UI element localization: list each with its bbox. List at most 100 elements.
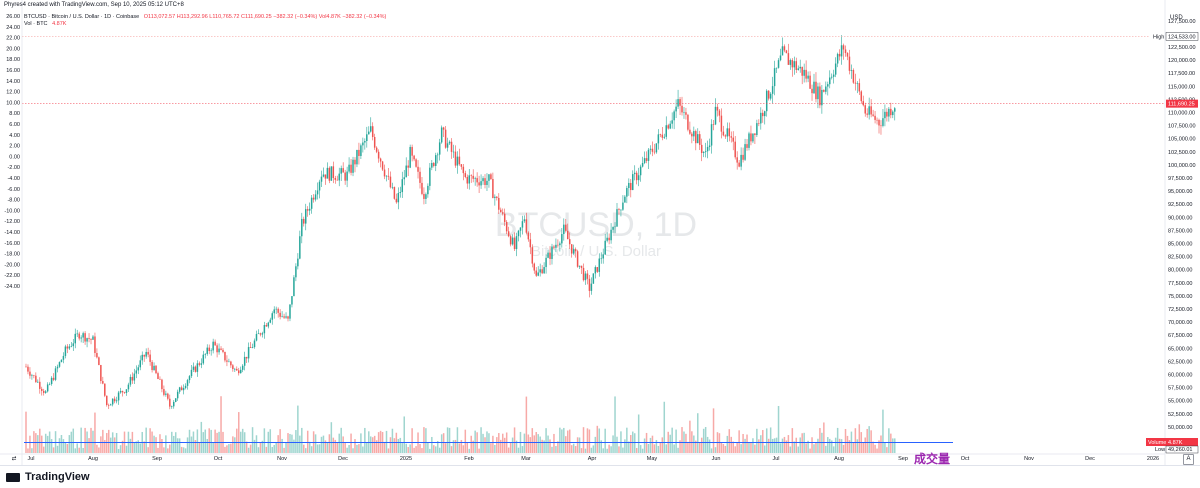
candle-body bbox=[787, 53, 790, 65]
candle-body bbox=[387, 175, 390, 177]
left-tick-label: -14.00 bbox=[4, 230, 20, 236]
candle-body bbox=[874, 115, 876, 120]
right-price-axis[interactable]: 127,500.00 122,500.00 120,000.00 117,500.00… bbox=[1164, 0, 1196, 465]
candle-body bbox=[472, 175, 474, 179]
candle-body bbox=[377, 151, 380, 159]
volume-bar bbox=[815, 442, 817, 453]
candle-body bbox=[744, 144, 746, 160]
candle-body bbox=[241, 365, 244, 370]
volume-bar bbox=[338, 433, 340, 453]
volume-bar bbox=[332, 437, 335, 453]
volume-bar bbox=[403, 416, 405, 453]
volume-bar bbox=[133, 442, 136, 453]
volume-bar bbox=[647, 443, 650, 453]
candle-body bbox=[805, 69, 807, 79]
left-percent-axis: 26.00 24.00 22.00 20.00 18.00 16.00 14.00 12.00… bbox=[4, 0, 23, 465]
volume-bar bbox=[212, 442, 214, 453]
volume-bar bbox=[429, 448, 431, 453]
candle-body bbox=[131, 376, 134, 381]
volume-legend[interactable]: Vol · BTC 4.87K bbox=[24, 21, 66, 27]
volume-bar bbox=[659, 442, 662, 453]
candle-body bbox=[82, 333, 84, 338]
candle-body bbox=[789, 60, 792, 65]
candle-body bbox=[139, 360, 142, 368]
time-tick-label: Dec bbox=[1085, 456, 1095, 462]
volume-bar bbox=[637, 414, 640, 453]
candle-body bbox=[691, 133, 693, 137]
candle-body bbox=[714, 106, 717, 125]
volume-bar bbox=[29, 435, 31, 453]
candle-body bbox=[117, 392, 120, 401]
candle-body bbox=[456, 156, 459, 166]
candle-body bbox=[523, 219, 526, 222]
candle-body bbox=[856, 83, 859, 84]
candle-body bbox=[830, 76, 833, 78]
volume-bar bbox=[129, 438, 132, 453]
volume-bar bbox=[391, 428, 394, 453]
candle-body bbox=[405, 165, 407, 178]
volume-bar bbox=[570, 445, 573, 453]
right-tick-label: 127,500.00 bbox=[1168, 19, 1196, 25]
right-tick-label: 57,500.00 bbox=[1168, 386, 1192, 392]
candle-body bbox=[870, 106, 872, 115]
candle-body bbox=[285, 316, 287, 318]
candle-body bbox=[401, 179, 404, 193]
candle-body bbox=[352, 159, 354, 173]
candle-body bbox=[86, 338, 88, 342]
candle-body bbox=[121, 390, 124, 393]
right-tick-label: 95,000.00 bbox=[1168, 189, 1192, 195]
candle-body bbox=[752, 133, 754, 142]
candle-body bbox=[334, 178, 337, 180]
volume-bar bbox=[805, 443, 807, 453]
auto-scale-icon[interactable]: A bbox=[1183, 454, 1194, 465]
time-tick-label: Sep bbox=[898, 456, 908, 462]
candle-body bbox=[273, 309, 275, 314]
time-tick-label: Feb bbox=[464, 456, 473, 462]
volume-bar bbox=[596, 425, 599, 453]
symbol-legend[interactable]: BTCUSD · Bitcoin / U.S. Dollar · 1D · Co… bbox=[24, 14, 386, 20]
candle-body bbox=[267, 322, 270, 327]
candle-body bbox=[391, 187, 394, 188]
candle-body bbox=[163, 389, 165, 395]
volume-bar bbox=[236, 428, 238, 453]
time-axis[interactable]: Jul Aug Sep Oct Nov Dec 2025 Feb Mar Apr May Jun Jul… bbox=[0, 453, 1165, 462]
candle-body bbox=[584, 273, 587, 281]
volume-bar bbox=[436, 441, 439, 453]
volume-bar bbox=[537, 434, 539, 453]
volume-bar bbox=[200, 421, 203, 453]
candle-body bbox=[222, 349, 224, 352]
volume-bar bbox=[161, 438, 163, 453]
candle-body bbox=[793, 61, 796, 68]
volume-bar bbox=[872, 441, 874, 453]
candle-body bbox=[368, 131, 370, 135]
volume-bar bbox=[413, 447, 415, 453]
time-tick-label: Nov bbox=[1024, 456, 1034, 462]
volume-bar bbox=[813, 444, 815, 453]
volume-bar bbox=[685, 433, 687, 453]
volume-bar bbox=[90, 427, 92, 453]
volume-bar bbox=[590, 447, 593, 453]
candle-body bbox=[854, 82, 857, 84]
candle-body bbox=[539, 269, 541, 273]
volume-bar bbox=[462, 445, 465, 453]
volume-bar bbox=[649, 437, 652, 453]
volume-bar bbox=[308, 441, 311, 453]
candle-body bbox=[208, 347, 210, 352]
candle-body bbox=[541, 269, 543, 274]
left-tick-label: 24.00 bbox=[6, 25, 20, 31]
candle-body bbox=[238, 370, 240, 374]
volume-bar bbox=[878, 440, 880, 453]
candle-body bbox=[892, 111, 894, 116]
tradingview-logo[interactable]: TradingView bbox=[6, 471, 90, 483]
candle-body bbox=[600, 258, 602, 260]
left-tick-label: -10.00 bbox=[4, 208, 20, 214]
volume-bar bbox=[389, 437, 392, 453]
volume-bar bbox=[234, 437, 236, 453]
candle-body bbox=[760, 112, 762, 124]
volume-bar bbox=[409, 444, 411, 453]
volume-bar bbox=[568, 429, 571, 453]
candle-body bbox=[261, 333, 264, 335]
volume-bar bbox=[167, 448, 169, 453]
candle-body bbox=[669, 123, 671, 129]
